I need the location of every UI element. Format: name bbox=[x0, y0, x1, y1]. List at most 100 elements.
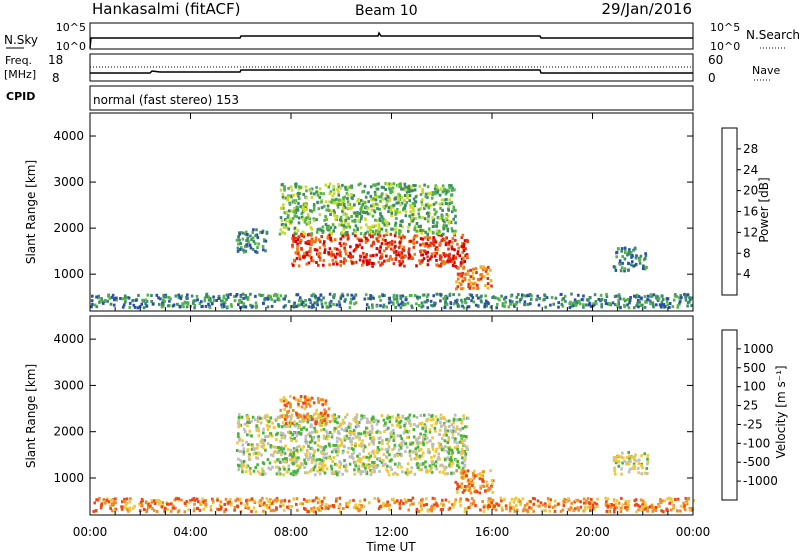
echo-cell bbox=[450, 188, 454, 192]
echo-cell bbox=[266, 435, 269, 438]
echo-cell bbox=[282, 399, 285, 403]
echo-cell bbox=[501, 304, 505, 308]
echo-cell bbox=[425, 295, 429, 299]
echo-cell bbox=[464, 247, 467, 251]
echo-cell bbox=[140, 498, 144, 501]
echo-cell bbox=[365, 260, 369, 263]
echo-cell bbox=[289, 418, 292, 422]
echo-cell bbox=[457, 432, 460, 436]
echo-cell bbox=[306, 240, 310, 243]
echo-cell bbox=[254, 294, 257, 298]
echo-cell bbox=[246, 420, 249, 424]
echo-cell bbox=[317, 497, 321, 501]
echo-cell bbox=[433, 212, 437, 216]
echo-cell bbox=[676, 304, 680, 308]
echo-cell bbox=[356, 237, 360, 241]
echo-cell bbox=[446, 429, 450, 433]
colorbar-tick-label: 20 bbox=[743, 184, 758, 198]
echo-cell bbox=[387, 258, 390, 262]
echo-cell bbox=[450, 184, 453, 188]
echo-cell bbox=[328, 504, 331, 508]
echo-cell bbox=[277, 470, 281, 474]
echo-cell bbox=[641, 499, 645, 503]
echo-cell bbox=[479, 484, 482, 488]
echo-cell bbox=[335, 252, 339, 256]
echo-cell bbox=[123, 497, 126, 501]
echo-cell bbox=[390, 227, 393, 231]
echo-cell bbox=[122, 303, 126, 307]
echo-cell bbox=[660, 294, 664, 298]
echo-cell bbox=[289, 431, 293, 435]
echo-cell bbox=[466, 498, 470, 502]
echo-cell bbox=[390, 211, 394, 215]
echo-cell bbox=[439, 293, 443, 297]
echo-cell bbox=[460, 451, 464, 455]
echo-cell bbox=[341, 294, 345, 298]
echo-cell bbox=[444, 427, 447, 431]
cpid-label: CPID bbox=[6, 90, 35, 103]
echo-cell bbox=[396, 473, 399, 476]
echo-cell bbox=[297, 197, 301, 200]
echo-cell bbox=[633, 503, 637, 507]
echo-cell bbox=[123, 500, 127, 504]
echo-cell bbox=[239, 295, 243, 299]
echo-cell bbox=[412, 197, 416, 201]
echo-cell bbox=[242, 452, 246, 456]
echo-cell bbox=[321, 229, 324, 233]
echo-cell bbox=[127, 509, 130, 513]
echo-cell bbox=[282, 508, 286, 512]
echo-cell bbox=[460, 421, 463, 425]
echo-cell bbox=[384, 462, 387, 466]
echo-cell bbox=[450, 245, 454, 249]
echo-cell bbox=[93, 303, 97, 307]
echo-cell bbox=[255, 305, 258, 309]
echo-cell bbox=[465, 474, 469, 478]
echo-cell bbox=[443, 468, 446, 472]
echo-cell bbox=[421, 304, 425, 308]
echo-cell bbox=[312, 259, 315, 263]
echo-cell bbox=[364, 434, 368, 438]
echo-cell bbox=[429, 257, 432, 261]
echo-cell bbox=[637, 508, 640, 512]
echo-cell bbox=[593, 293, 597, 297]
echo-cell bbox=[309, 440, 312, 444]
echo-cell bbox=[637, 305, 640, 309]
echo-cell bbox=[98, 300, 101, 304]
echo-cell bbox=[426, 235, 429, 239]
echo-cell bbox=[420, 468, 424, 472]
echo-cell bbox=[462, 471, 466, 475]
echo-cell bbox=[331, 223, 335, 227]
echo-cell bbox=[356, 454, 359, 458]
echo-cell bbox=[420, 508, 424, 511]
echo-cell bbox=[368, 501, 371, 505]
colorbar-frame bbox=[721, 127, 738, 296]
echo-cell bbox=[389, 241, 392, 245]
echo-cell bbox=[447, 184, 451, 187]
echo-cell bbox=[200, 501, 203, 505]
echo-cell bbox=[536, 504, 539, 508]
echo-cell bbox=[482, 268, 485, 272]
echo-cell bbox=[326, 226, 329, 230]
echo-cell bbox=[461, 279, 464, 283]
echo-cell bbox=[433, 238, 437, 242]
echo-cell bbox=[360, 442, 363, 446]
echo-cell bbox=[238, 449, 242, 453]
echo-cell bbox=[280, 183, 284, 187]
echo-cell bbox=[509, 302, 513, 306]
echo-cell bbox=[296, 238, 300, 242]
echo-cell bbox=[660, 303, 663, 307]
echo-cell bbox=[590, 500, 594, 504]
echo-cell bbox=[360, 204, 364, 208]
echo-cell bbox=[332, 448, 336, 452]
echo-cell bbox=[312, 292, 315, 296]
echo-cell bbox=[532, 502, 536, 506]
echo-cell bbox=[378, 207, 381, 211]
echo-cell bbox=[276, 458, 279, 462]
echo-cell bbox=[358, 212, 362, 215]
colorbar-frame bbox=[721, 329, 738, 501]
echo-cell bbox=[115, 296, 118, 300]
echo-cell bbox=[475, 294, 479, 297]
echo-cell bbox=[316, 444, 320, 447]
echo-cell bbox=[293, 437, 296, 440]
echo-cell bbox=[638, 505, 642, 509]
